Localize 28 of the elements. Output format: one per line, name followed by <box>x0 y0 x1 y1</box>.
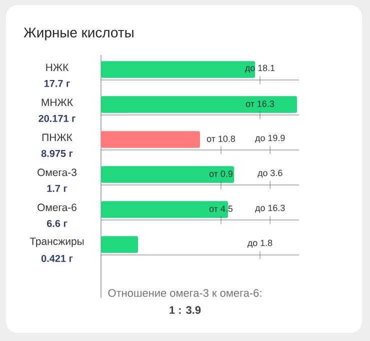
y-tick-label: Трансжиры <box>30 238 84 248</box>
annotation: до 3.6 <box>258 170 282 178</box>
annotation: от 10.8 <box>206 136 236 142</box>
y-tick-label: Омега-3 <box>38 168 76 176</box>
text: 8.975 г <box>41 150 73 158</box>
bar <box>101 131 200 148</box>
bar <box>101 96 298 113</box>
bar <box>101 166 234 183</box>
annotation: до 1.8 <box>248 240 272 248</box>
chart-title: Жирные кислоты <box>24 28 134 40</box>
y-tick-label: МНЖК <box>42 98 73 106</box>
text: 17.7 г <box>44 80 70 87</box>
y-tick-label: Омега-6 <box>38 204 76 212</box>
annotation: до 18.1 <box>245 64 275 73</box>
annotation: от 16.3 <box>246 100 274 107</box>
text: 6.6 г <box>46 220 68 227</box>
text: 0.421 г <box>41 254 73 262</box>
y-tick-label: ПНЖК <box>42 134 72 141</box>
annotation: до 16.3 <box>255 204 285 213</box>
annotation: от 0.9 <box>209 170 232 177</box>
annotation: до 19.9 <box>255 134 285 143</box>
text: 1.7 г <box>47 185 68 192</box>
text: Отношение омега-3 к омега-6: <box>108 289 262 297</box>
text: 1 : 3.9 <box>170 306 201 314</box>
text: 20.171 г <box>38 114 76 122</box>
bar <box>101 61 256 78</box>
y-tick-label: НЖК <box>46 64 69 71</box>
bar <box>101 236 138 253</box>
